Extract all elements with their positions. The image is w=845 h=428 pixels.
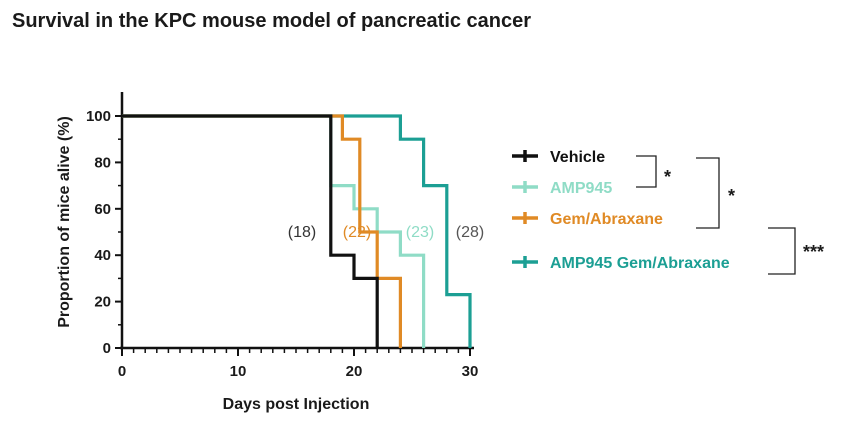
y-tick-label: 60 xyxy=(94,201,111,218)
median-labels: (18) (22) (23) (28) xyxy=(288,224,484,241)
significance-brackets: ***** xyxy=(636,155,824,275)
legend-label: Gem/Abraxane xyxy=(550,211,663,228)
survival-curve-3 xyxy=(122,114,472,348)
chart-title: Survival in the KPC mouse model of pancr… xyxy=(12,10,532,32)
bracket xyxy=(636,155,657,188)
significance-label: * xyxy=(664,167,671,187)
bracket xyxy=(768,227,796,275)
y-tick-label: 0 xyxy=(103,340,111,357)
legend-label: AMP945 xyxy=(550,180,612,197)
survival-curve-2 xyxy=(122,114,402,348)
axes: 0 20 40 60 80 100 0 10 20 30 xyxy=(86,92,478,380)
significance-label: * xyxy=(728,186,735,206)
bracket xyxy=(696,157,720,229)
x-tick-label: 0 xyxy=(118,363,126,380)
median-label: (18) xyxy=(288,224,316,241)
y-tick-label: 40 xyxy=(94,247,111,264)
median-label: (22) xyxy=(343,224,371,241)
survival-curve-0 xyxy=(122,114,379,348)
x-tick-label: 20 xyxy=(346,363,363,380)
legend-label: AMP945 Gem/Abraxane xyxy=(550,255,730,272)
legend-label: Vehicle xyxy=(550,149,605,166)
median-label: (28) xyxy=(456,224,484,241)
survival-curves xyxy=(122,114,472,348)
x-tick-label: 10 xyxy=(230,363,247,380)
median-label: (23) xyxy=(406,224,434,241)
x-tick-label: 30 xyxy=(462,363,479,380)
y-axis-title: Proportion of mice alive (%) xyxy=(56,116,73,328)
legend: Vehicle AMP945 Gem/Abraxane AMP945 Gem/Abra… xyxy=(512,149,730,272)
y-tick-label: 80 xyxy=(94,154,111,171)
y-tick-label: 100 xyxy=(86,108,111,125)
significance-label: *** xyxy=(803,242,824,262)
y-tick-label: 20 xyxy=(94,294,111,311)
x-axis-title: Days post Injection xyxy=(223,396,370,413)
